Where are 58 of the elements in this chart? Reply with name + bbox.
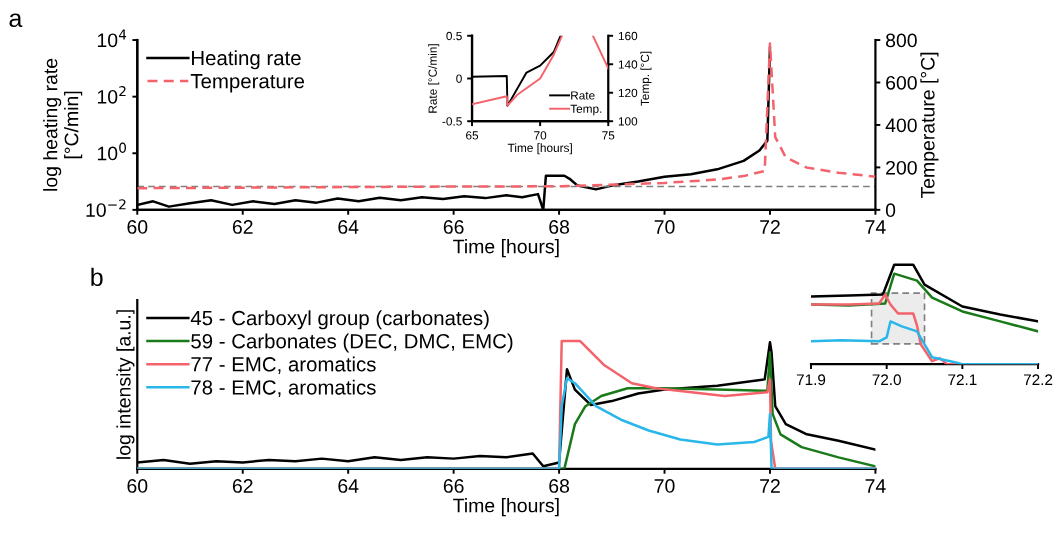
y2-tick-label: 600 <box>886 75 917 90</box>
legend-label: 77 - EMC, aromatics <box>191 356 376 374</box>
y2-tick-label: 140 <box>618 60 638 69</box>
x-tick-label: 64 <box>338 479 359 493</box>
x-tick-label: 65 <box>466 131 479 140</box>
y2-tick-label: 400 <box>885 118 917 133</box>
y-tick-label: 0 <box>456 74 462 83</box>
x-tick-label: 60 <box>127 220 148 234</box>
y2-axis-title: Temperature [°C] <box>920 52 939 199</box>
x-tick-label: 70 <box>654 479 675 493</box>
x-tick-label: 71.9 <box>796 374 826 386</box>
y-axis-title: Rate [°C/min] <box>428 44 440 113</box>
legend-label: Temperature <box>190 74 305 93</box>
text: a <box>9 13 23 28</box>
y-tick-label: 10$^{2}$ <box>97 86 126 104</box>
y2-tick-label: 800 <box>885 33 917 48</box>
x-tick-label: 62 <box>232 479 253 493</box>
y2-tick-label: 120 <box>618 88 638 98</box>
x-tick-label: 72 <box>760 220 780 234</box>
x-tick-label: 70 <box>534 131 547 140</box>
legend-label: Heating rate <box>192 50 301 70</box>
y-tick-label: 10$^{−2}$ <box>86 199 126 217</box>
legend-label: 45 - Carboxyl group (carbonates) <box>190 310 489 330</box>
x-tick-label: 60 <box>127 479 148 493</box>
text: b <box>91 267 103 287</box>
y2-tick-label: 200 <box>886 160 917 175</box>
x-axis-title: Time [hours] <box>507 143 572 155</box>
y2-tick-label: 160 <box>618 31 638 41</box>
x-axis-title: Time [hours] <box>453 498 559 517</box>
y-tick-label: 10$^{4}$ <box>97 29 127 48</box>
x-tick-label: 72.0 <box>872 374 901 386</box>
y2-tick-label: 0 <box>885 203 896 218</box>
y-axis-title: log heating rate [°C/min] <box>43 58 83 191</box>
x-tick-label: 72.2 <box>1023 374 1053 385</box>
y2-axis-title: Temp. [°C] <box>640 51 652 106</box>
y2-tick-label: 100 <box>618 117 638 126</box>
x-tick-label: 74 <box>865 479 886 493</box>
x-axis-title: Time [hours] <box>453 239 559 258</box>
line-series <box>137 42 876 190</box>
x-tick-label: 75 <box>602 131 615 140</box>
x-tick-label: 68 <box>549 220 570 234</box>
x-tick-label: 62 <box>232 220 253 234</box>
x-tick-label: 70 <box>654 220 675 234</box>
y-axis-title: log intensity [a.u.] <box>116 310 135 459</box>
legend-label: Rate <box>571 91 595 100</box>
x-tick-label: 64 <box>338 220 359 234</box>
legend-label: 78 - EMC, aromatics <box>191 379 376 398</box>
x-tick-label: 66 <box>443 479 464 493</box>
y-tick-label: 0.5 <box>446 31 462 41</box>
legend-label: 59 - Carbonates (DEC, DMC, EMC) <box>191 333 513 353</box>
y-tick-label: -0.5 <box>442 117 462 126</box>
x-tick-label: 74 <box>865 220 886 234</box>
legend-label: Temp. <box>570 104 602 116</box>
y-tick-label: 10$^{0}$ <box>97 142 127 161</box>
x-tick-label: 66 <box>443 220 464 234</box>
x-tick-label: 68 <box>549 479 570 493</box>
x-tick-label: 72.1 <box>948 374 977 385</box>
x-tick-label: 72 <box>760 479 780 493</box>
